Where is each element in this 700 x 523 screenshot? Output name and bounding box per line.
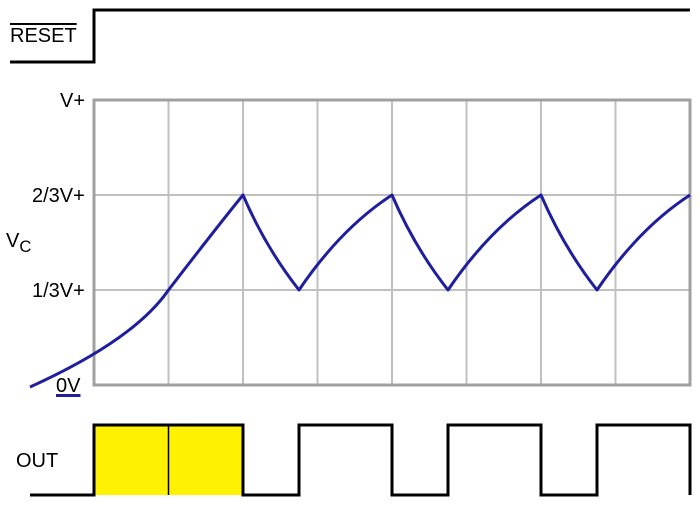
timing-diagram: RESET VC V+ 2/3V+ 1/3V+ 0V OUT	[0, 0, 700, 523]
diagram-svg	[0, 0, 700, 523]
